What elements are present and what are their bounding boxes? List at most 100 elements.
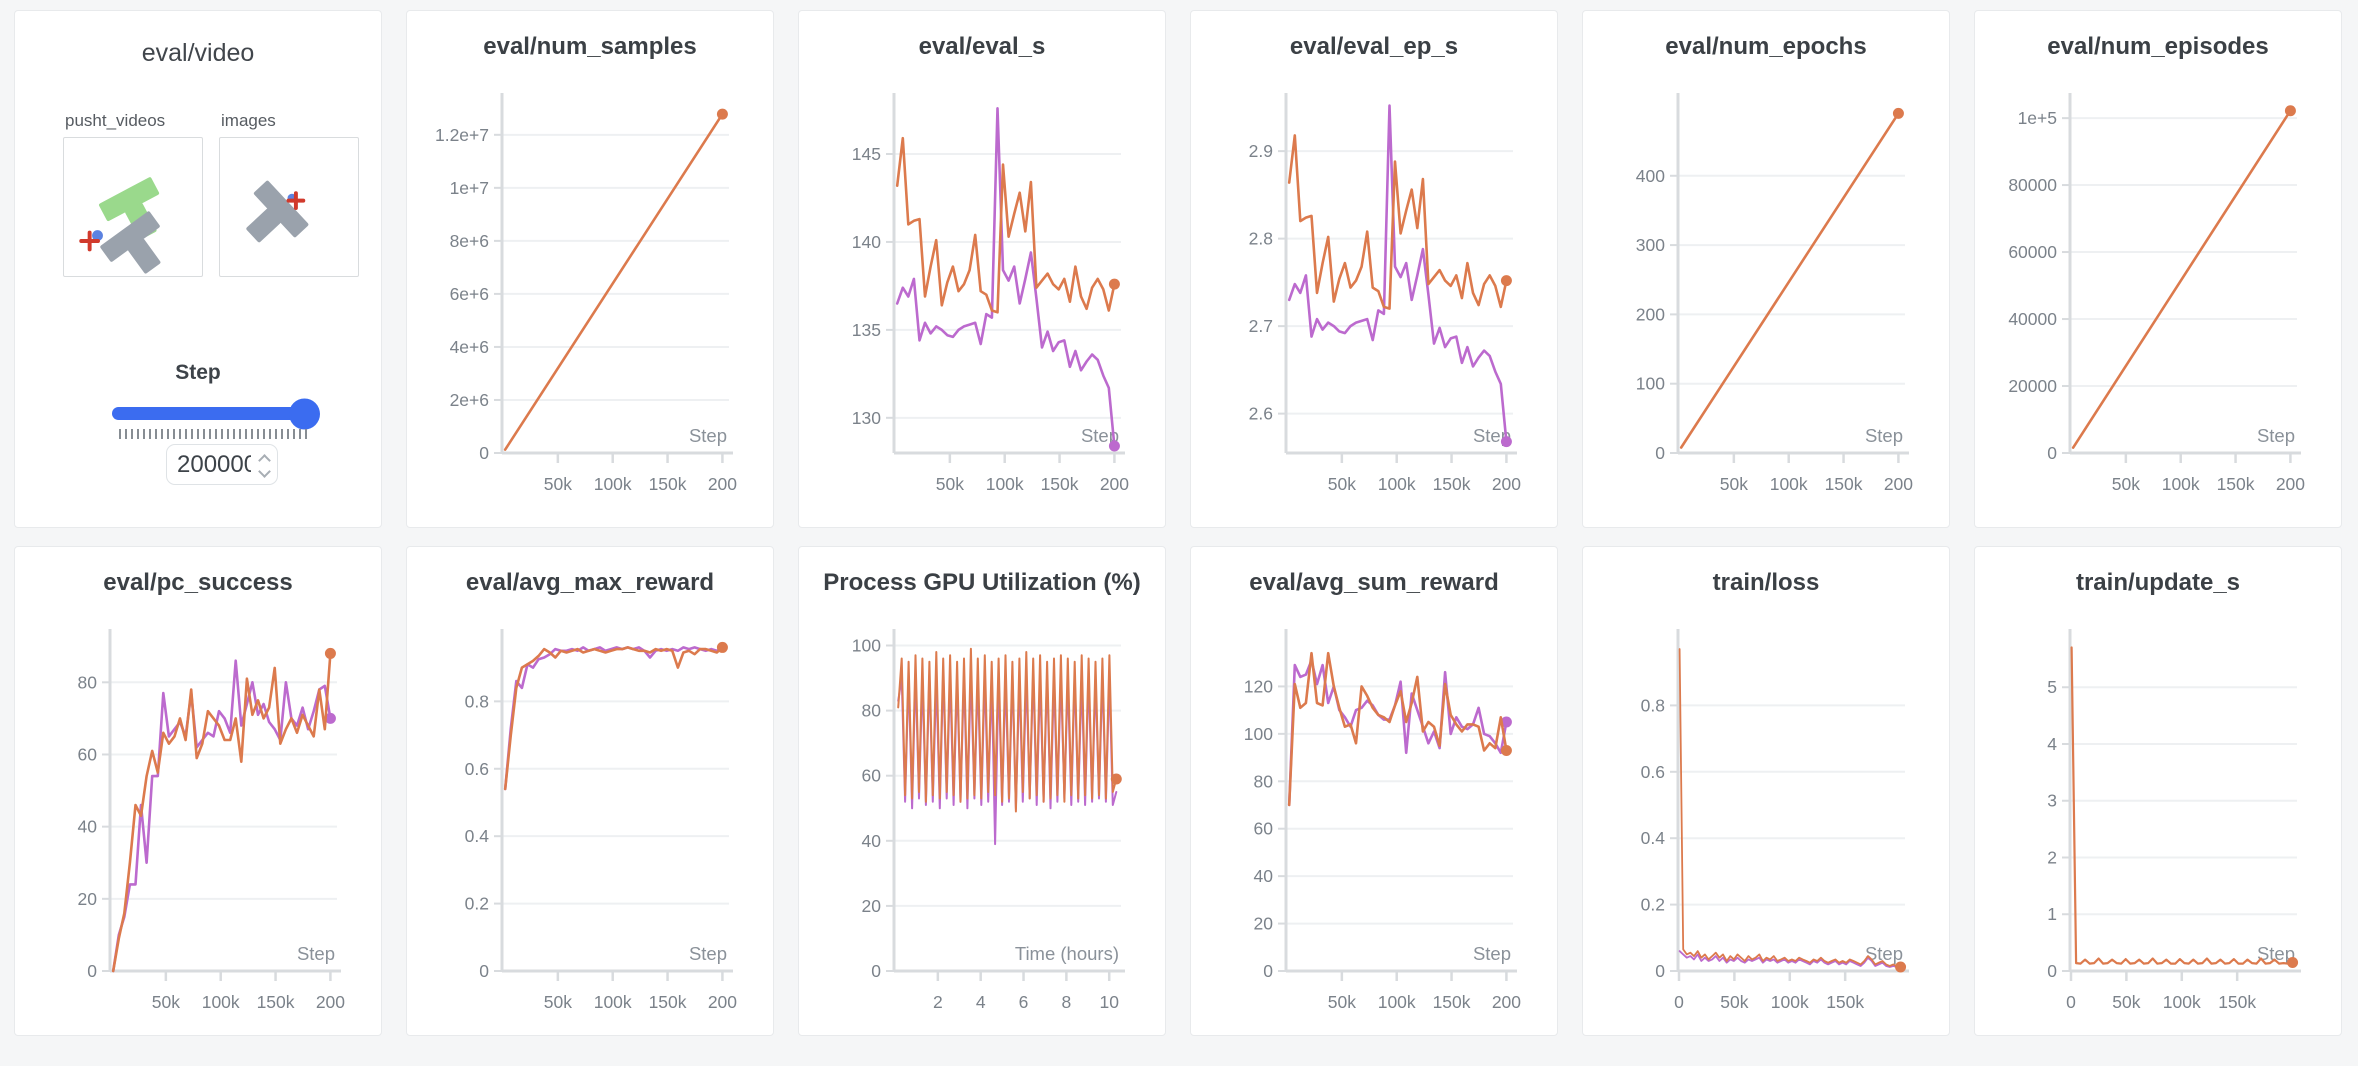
- y-tick-label: 40: [78, 817, 98, 837]
- y-tick-label: 145: [852, 144, 881, 164]
- x-tick-label: 200: [708, 474, 737, 494]
- series-orange-run-line: [503, 112, 724, 451]
- step-slider[interactable]: [112, 398, 320, 429]
- step-slider-knob[interactable]: [289, 398, 320, 429]
- pusht-video-thumbnail[interactable]: [63, 137, 203, 277]
- chart-plot-eval-num_epochs[interactable]: 0 100 200 300 400 50k 100k 150k 200 Step: [1583, 11, 1950, 528]
- chart-plot-train-update_s[interactable]: 0 1 2 3 4 5 0 50k 100k 150k Step: [1975, 547, 2342, 1036]
- step-input-steppers[interactable]: [258, 453, 271, 478]
- y-tick-label: 300: [1636, 235, 1665, 255]
- chart-plot-train-loss[interactable]: 0 0.2 0.4 0.6 0.8 0 50k 100k 150k Step: [1583, 547, 1950, 1036]
- x-tick-label: 100k: [1378, 992, 1416, 1012]
- media-key-label: pusht_videos: [65, 111, 166, 130]
- series-orange-run-line: [2070, 646, 2294, 965]
- x-axis-label: Step: [1081, 425, 1119, 446]
- images-thumbnail[interactable]: [219, 137, 359, 277]
- series-orange-run-line: [1678, 648, 1902, 968]
- panel-train-loss: train/loss 0 0.2 0.4 0.6 0.8 0 50k 100k 150k Step: [1582, 546, 1950, 1036]
- y-tick-label: 0: [2047, 961, 2057, 981]
- x-axis-label: Time (hours): [1015, 943, 1119, 964]
- y-tick-label: 200: [1636, 304, 1665, 324]
- y-tick-label: 120: [1244, 676, 1273, 696]
- series-orange-run-end-dot: [324, 647, 336, 659]
- series-orange-run-line: [111, 652, 332, 973]
- series-orange-run-end-dot: [1110, 773, 1122, 785]
- chart-plot-eval-avg_sum_reward[interactable]: 0 20 40 60 80 100 120 50k 100k 150k 200 Step: [1191, 547, 1558, 1036]
- y-tick-label: 0.4: [465, 826, 490, 846]
- x-axis-label: Step: [689, 425, 727, 446]
- chart-plot-eval-num_samples[interactable]: 0 2e+6 4e+6 6e+6 8e+6 1e+7 1.2e+7 50k 100k 150k 20…: [407, 11, 774, 528]
- y-tick-label: 100: [852, 636, 881, 656]
- chart-plot-eval-pc_success[interactable]: 0 20 40 60 80 50k 100k 150k 200 Step: [15, 547, 382, 1036]
- y-tick-label: 8e+6: [450, 231, 489, 251]
- x-tick-label: 100k: [2163, 992, 2201, 1012]
- panel-eval-num_episodes: eval/num_episodes 0 20000 40000 60000 80000 1e…: [1974, 10, 2342, 528]
- y-tick-label: 130: [852, 408, 881, 428]
- panel-eval-avg_max_reward: eval/avg_max_reward 0 0.2 0.4 0.6 0.8 50k 100k 1…: [406, 546, 774, 1036]
- y-tick-label: 0.8: [465, 691, 489, 711]
- y-tick-label: 2.9: [1249, 141, 1273, 161]
- x-tick-label: 100k: [1770, 474, 1808, 494]
- y-tick-label: 4e+6: [450, 337, 489, 357]
- x-tick-label: 50k: [544, 992, 572, 1012]
- x-tick-label: 0: [1674, 992, 1684, 1012]
- x-tick-label: 150k: [649, 992, 687, 1012]
- y-tick-label: 2.6: [1249, 404, 1273, 424]
- x-tick-label: 100k: [594, 992, 632, 1012]
- series-orange-run-end-dot: [2284, 105, 2296, 117]
- step-slider-label: Step: [175, 361, 221, 384]
- pusht-scene-image: [79, 177, 161, 274]
- y-tick-label: 6e+6: [450, 284, 489, 304]
- chart-title: eval/avg_sum_reward: [1249, 569, 1499, 596]
- y-tick-label: 0.4: [1641, 828, 1666, 848]
- y-tick-label: 0.8: [1641, 695, 1665, 715]
- series-purple-run-line: [895, 107, 1116, 448]
- x-tick-label: 100k: [594, 474, 632, 494]
- x-tick-label: 100k: [1378, 474, 1416, 494]
- series-orange-run-line: [897, 647, 1118, 813]
- y-tick-label: 60: [862, 766, 882, 786]
- series-orange-run-end-dot: [1108, 278, 1120, 290]
- x-tick-label: 50k: [1328, 474, 1356, 494]
- chart-plot-eval-num_episodes[interactable]: 0 20000 40000 60000 80000 1e+5 50k 100k 150k 200 S…: [1975, 11, 2342, 528]
- series-orange-run-line: [1287, 651, 1508, 807]
- y-tick-label: 2: [2047, 847, 2057, 867]
- series-purple-run-line: [1287, 104, 1508, 443]
- y-tick-label: 0: [1655, 961, 1665, 981]
- chart-title: eval/eval_ep_s: [1289, 33, 1459, 60]
- chart-title: train/update_s: [2075, 569, 2241, 596]
- y-tick-label: 40: [862, 831, 882, 851]
- y-tick-label: 0.2: [465, 894, 489, 914]
- series-orange-run-end-dot: [716, 108, 728, 120]
- series-orange-run-line: [503, 646, 724, 791]
- chart-title: eval/avg_max_reward: [465, 569, 715, 596]
- chart-plot-eval-eval_s[interactable]: 130 135 140 145 50k 100k 150k 200 Step: [799, 11, 1166, 528]
- chart-title: eval/num_episodes: [2047, 33, 2269, 60]
- x-tick-label: 200: [1100, 474, 1129, 494]
- step-input-field[interactable]: [175, 449, 253, 480]
- x-tick-label: 200: [2276, 474, 2305, 494]
- step-decrement-icon[interactable]: [258, 464, 271, 478]
- y-tick-label: 400: [1636, 166, 1665, 186]
- panel-eval-eval_s: eval/eval_s 130 135 140 145 50k 100k 150k 200 Ste…: [798, 10, 1166, 528]
- panel-eval-avg_sum_reward: eval/avg_sum_reward 0 20 40 60 80 100 120 50k 100…: [1190, 546, 1558, 1036]
- y-tick-label: 140: [852, 232, 881, 252]
- x-tick-label: 50k: [1328, 992, 1356, 1012]
- y-tick-label: 60: [78, 744, 98, 764]
- y-tick-label: 0.6: [1641, 762, 1665, 782]
- step-input[interactable]: [166, 444, 278, 485]
- chart-plot-process-gpu-utilization[interactable]: 0 20 40 60 80 100 2 4 6 8 10 Time (hours): [799, 547, 1166, 1036]
- x-tick-label: 50k: [1720, 474, 1748, 494]
- pusht-scene-image: [246, 180, 309, 243]
- series-purple-run-line: [1287, 659, 1508, 807]
- x-tick-label: 200: [1492, 474, 1521, 494]
- chart-plot-eval-avg_max_reward[interactable]: 0 0.2 0.4 0.6 0.8 50k 100k 150k 200 Step: [407, 547, 774, 1036]
- y-tick-label: 20: [1254, 914, 1274, 934]
- panel-eval-num_epochs: eval/num_epochs 0 100 200 300 400 50k 100k 150k 2…: [1582, 10, 1950, 528]
- series-orange-run-line: [2071, 109, 2292, 449]
- x-tick-label: 50k: [152, 992, 180, 1012]
- y-tick-label: 0.2: [1641, 895, 1665, 915]
- panel-title: eval/video: [141, 39, 255, 67]
- y-tick-label: 80000: [2008, 175, 2057, 195]
